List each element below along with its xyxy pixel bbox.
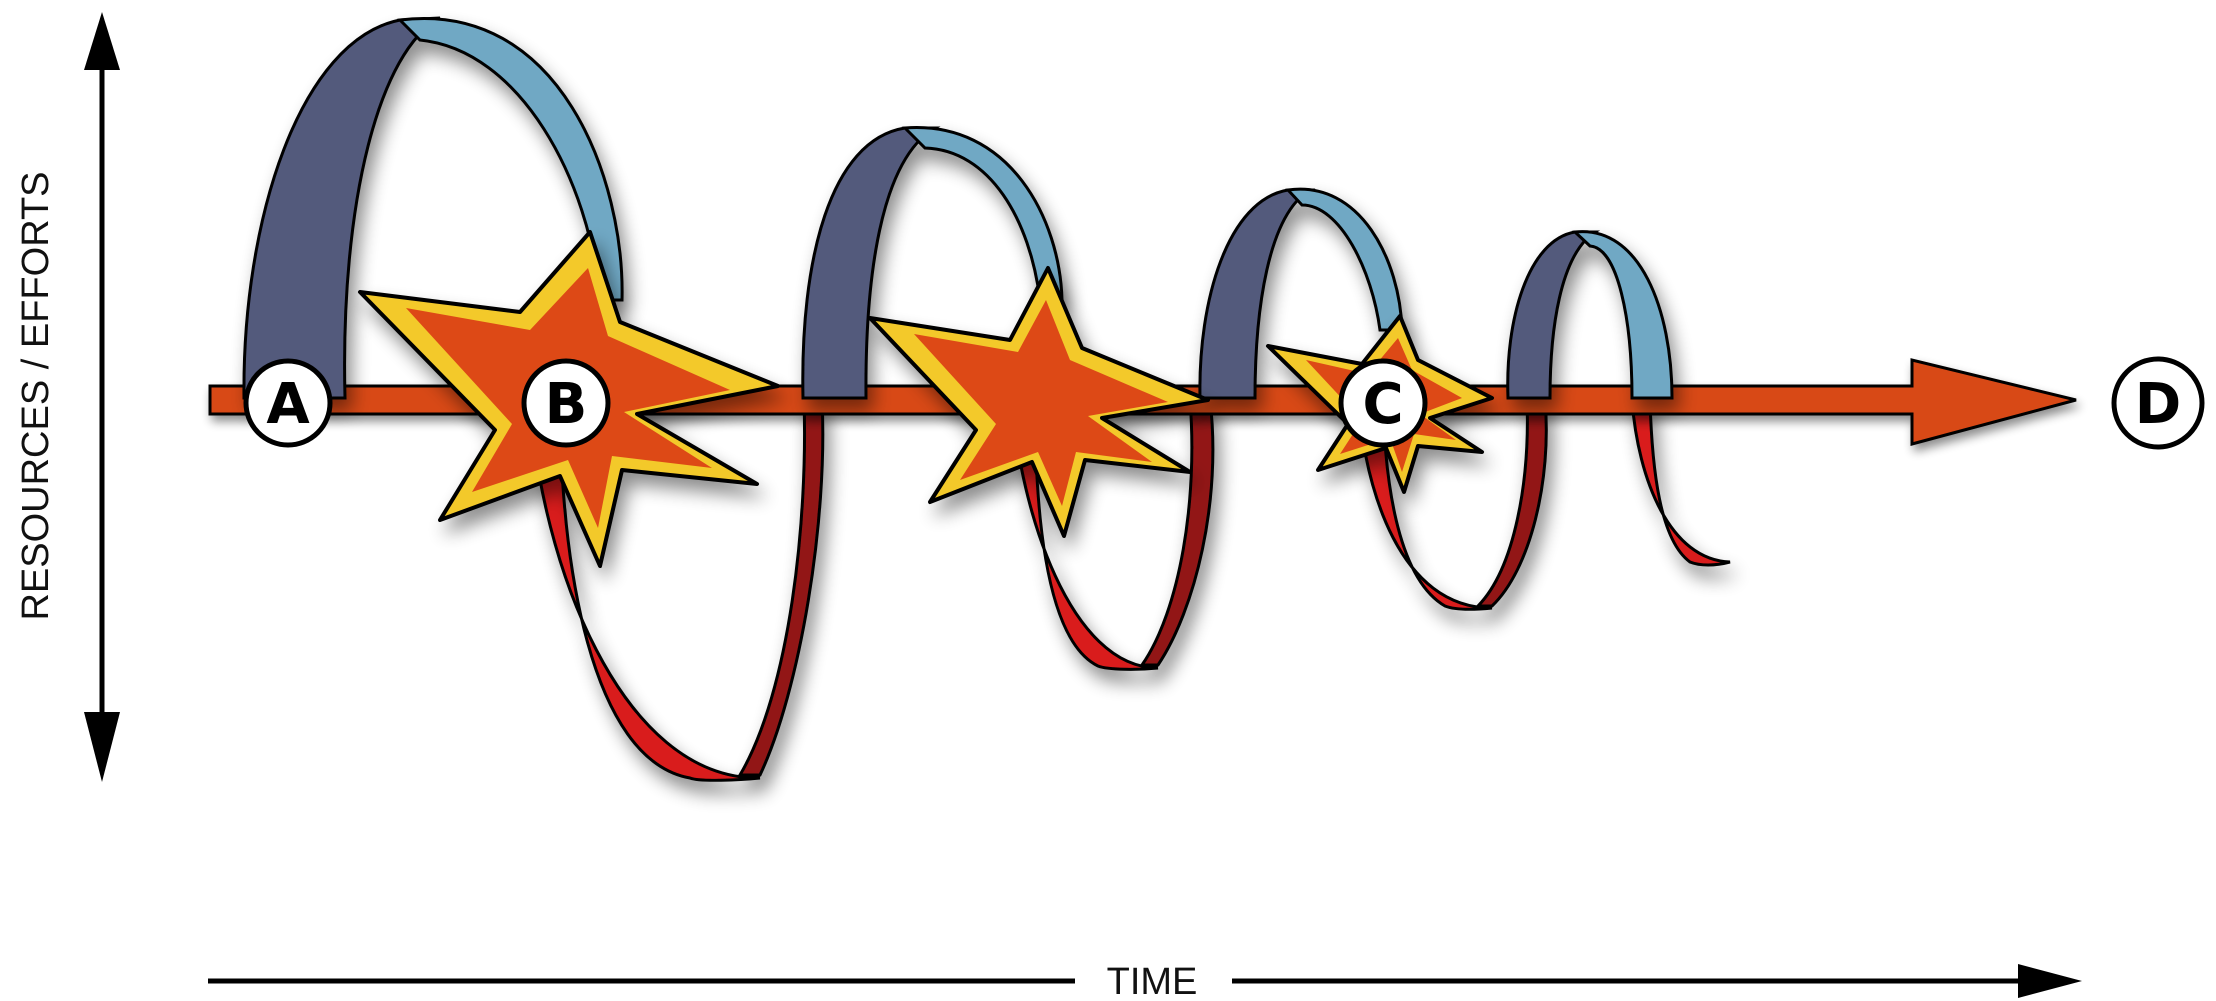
x-axis-arrowhead — [2018, 964, 2082, 998]
ribbon-loop-4-top-front — [1571, 230, 1674, 400]
starburst-mid — [868, 266, 1210, 538]
ribbon-loop-2-bottom-back — [1139, 398, 1215, 667]
marker-d-circle — [2111, 356, 2205, 450]
ribbon-loop-1-bottom-back — [737, 398, 825, 777]
ribbon-loop-4-top-back — [1506, 230, 1601, 400]
y-axis-up-arrowhead — [84, 12, 120, 70]
marker-c-letter: C — [1362, 372, 1403, 437]
y-axis — [84, 12, 120, 782]
marker-c: C — [1338, 358, 1428, 448]
x-axis-label: TIME — [1107, 961, 1198, 1001]
marker-a: A — [243, 358, 333, 448]
starburst-mid-inner — [914, 300, 1168, 506]
marker-c-circle — [1338, 358, 1428, 448]
marker-b-letter: B — [545, 372, 588, 437]
marker-b-circle — [521, 358, 611, 448]
ribbon-loop-3-top-front — [1284, 187, 1404, 332]
ribbon-loop-4-bottom-tail — [1630, 398, 1731, 567]
marker-b: B — [521, 358, 611, 448]
x-axis — [208, 964, 2082, 998]
marker-a-letter: A — [266, 372, 310, 437]
y-axis-down-arrowhead — [84, 712, 120, 782]
marker-d: D — [2111, 356, 2205, 450]
ribbon-loop-2-top-front — [901, 126, 1064, 302]
marker-d-letter: D — [2135, 372, 2181, 437]
y-axis-label: RESOURCES / EFFORTS — [15, 171, 57, 620]
ribbon-loop-3-bottom-back — [1474, 398, 1548, 608]
marker-a-circle — [243, 358, 333, 448]
